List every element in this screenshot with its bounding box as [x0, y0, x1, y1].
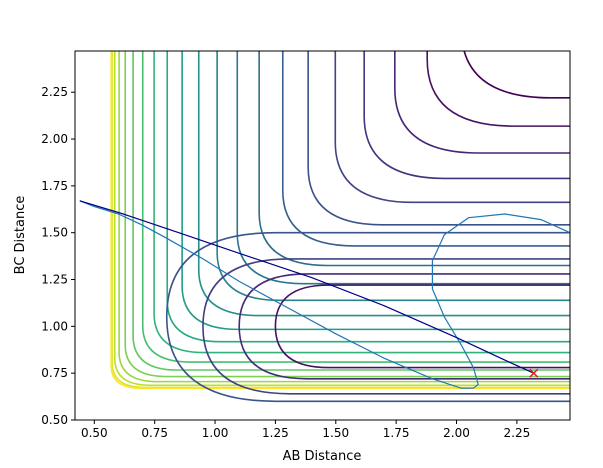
- end-marker: [529, 368, 539, 378]
- y-tick-label: 2.00: [41, 132, 68, 146]
- y-tick-label: 0.75: [41, 366, 68, 380]
- trajectory-lines: [79, 200, 570, 389]
- y-axis-ticks: 0.50 0.75 1.00 1.25 1.50 1.75 2.00 2.25: [41, 85, 75, 427]
- y-tick-label: 0.50: [41, 413, 68, 427]
- x-tick-label: 0.50: [81, 426, 108, 440]
- x-tick-label: 2.25: [504, 426, 531, 440]
- contour-line: [463, 51, 570, 99]
- contour-line: [426, 51, 570, 127]
- y-axis-label: BC Distance: [13, 196, 28, 275]
- contour-lines: [110, 51, 570, 403]
- x-tick-label: 0.75: [141, 426, 168, 440]
- contour-line: [153, 51, 570, 354]
- x-tick-label: 1.00: [202, 426, 229, 440]
- trajectory-line: [79, 200, 535, 374]
- contour-line: [236, 51, 570, 285]
- contour-line: [141, 51, 570, 363]
- x-axis-ticks: 0.50 0.75 1.00 1.25 1.50 1.75 2.00 2.25: [81, 420, 530, 440]
- trajectory-line: [79, 200, 570, 389]
- contour-line: [181, 51, 570, 331]
- contour-line: [363, 51, 570, 180]
- contour-line: [197, 51, 570, 317]
- contour-line: [124, 51, 570, 378]
- x-tick-label: 1.75: [383, 426, 410, 440]
- contour-line: [394, 51, 570, 154]
- y-tick-label: 1.75: [41, 179, 68, 193]
- contour-line: [334, 51, 570, 204]
- y-tick-label: 1.50: [41, 226, 68, 240]
- marker-x: [529, 368, 539, 378]
- contour-line: [110, 51, 570, 389]
- contour-line: [113, 51, 570, 387]
- plot-frame: [74, 50, 571, 421]
- x-axis-label: AB Distance: [283, 449, 362, 464]
- y-tick-label: 2.25: [41, 85, 68, 99]
- x-tick-label: 1.25: [262, 426, 289, 440]
- x-tick-label: 2.00: [443, 426, 470, 440]
- contour-line: [132, 51, 570, 371]
- y-tick-label: 1.25: [41, 273, 68, 287]
- contour-line: [307, 51, 570, 226]
- contour-line: [216, 51, 570, 302]
- contour-line: [202, 258, 570, 395]
- contour-line: [274, 284, 570, 369]
- contour-line: [118, 51, 570, 383]
- contour-line: [238, 273, 570, 380]
- contour-line: [165, 231, 570, 403]
- x-tick-label: 1.50: [322, 426, 349, 440]
- contour-line: [258, 51, 570, 267]
- y-tick-label: 1.00: [41, 319, 68, 333]
